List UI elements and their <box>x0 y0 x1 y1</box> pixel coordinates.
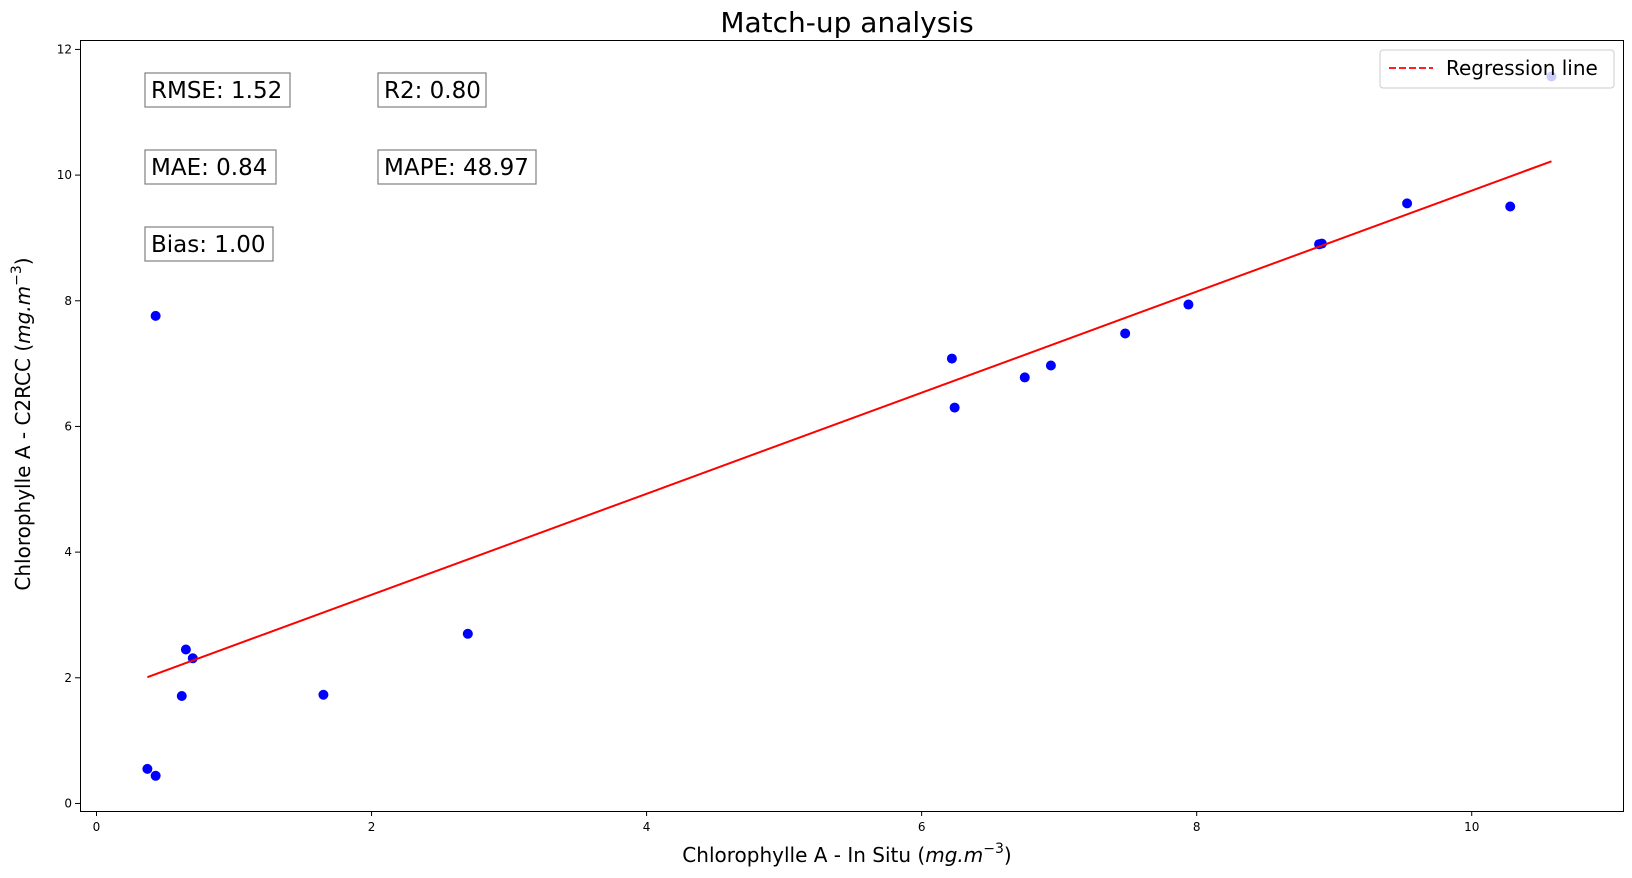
svg-text:MAPE: 48.97: MAPE: 48.97 <box>384 155 529 181</box>
stat-box-mae: MAE: 0.84 <box>144 149 277 185</box>
y-tick-label: 8 <box>64 294 72 308</box>
y-tick-label: 4 <box>64 545 72 559</box>
y-tick-label: 12 <box>57 42 72 56</box>
svg-text:Bias: 1.00: Bias: 1.00 <box>151 232 266 258</box>
svg-text:R2: 0.80: R2: 0.80 <box>384 78 481 104</box>
plot-area <box>142 71 1557 781</box>
svg-text:RMSE: 1.52: RMSE: 1.52 <box>151 78 282 104</box>
x-tick-label: 2 <box>368 820 376 834</box>
data-point <box>142 763 153 774</box>
legend-box <box>1379 49 1615 89</box>
y-tick-label: 10 <box>57 168 72 182</box>
data-point <box>318 689 329 700</box>
legend-regression-label: Regression line <box>1446 56 1598 80</box>
data-point <box>949 402 960 413</box>
stat-box-mape: MAPE: 48.97 <box>377 149 537 185</box>
data-point <box>176 691 187 702</box>
x-tick-label: 4 <box>643 820 651 834</box>
x-tick-label: 10 <box>1464 820 1479 834</box>
x-axis-label: Chlorophylle A - In Situ (mg.m−3) <box>682 841 1011 867</box>
y-axis-label: Chlorophylle A - C2RCC (mg.m−3) <box>9 257 35 590</box>
axes: 0 2 4 6 8 10 0 2 4 6 8 10 12 <box>57 40 1624 834</box>
statistics-boxes: RMSE: 1.52 R2: 0.80 MAE: 0.84 MAPE: 48.9… <box>144 72 537 262</box>
plot-frame <box>80 40 1624 812</box>
stat-box-rmse: RMSE: 1.52 <box>144 72 291 108</box>
stat-box-bias: Bias: 1.00 <box>144 226 274 262</box>
legend: Regression line <box>1379 49 1615 89</box>
stat-box-r2: R2: 0.80 <box>377 72 487 108</box>
y-tick-label: 6 <box>64 419 72 433</box>
data-point <box>1019 372 1030 383</box>
x-tick-label: 8 <box>1193 820 1201 834</box>
svg-text:MAE: 0.84: MAE: 0.84 <box>151 155 267 181</box>
data-point <box>180 644 191 655</box>
data-point <box>946 353 957 364</box>
y-tick-label: 0 <box>64 796 72 810</box>
chart-title: Match-up analysis <box>720 6 973 39</box>
x-tick-label: 6 <box>918 820 926 834</box>
data-point <box>1183 299 1194 310</box>
data-point <box>1505 201 1516 212</box>
data-point <box>1045 360 1056 371</box>
data-point <box>150 310 161 321</box>
data-point <box>1120 328 1131 339</box>
x-tick-label: 0 <box>93 820 101 834</box>
data-point <box>1402 198 1413 209</box>
data-point <box>150 770 161 781</box>
y-axis-ticks: 0 2 4 6 8 10 12 <box>57 42 80 810</box>
data-point <box>462 628 473 639</box>
y-tick-label: 2 <box>64 671 72 685</box>
x-axis-ticks: 0 2 4 6 8 10 <box>93 811 1479 834</box>
regression-line <box>147 160 1552 679</box>
